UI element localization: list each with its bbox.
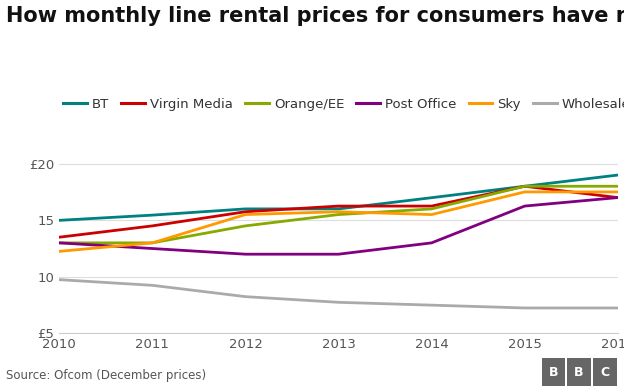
Text: How monthly line rental prices for consumers have risen: How monthly line rental prices for consu… — [6, 6, 624, 26]
Legend: BT, Virgin Media, Orange/EE, Post Office, Sky, Wholesale: BT, Virgin Media, Orange/EE, Post Office… — [63, 98, 624, 111]
Text: B: B — [548, 365, 558, 379]
Text: Source: Ofcom (December prices): Source: Ofcom (December prices) — [6, 369, 207, 382]
Text: B: B — [574, 365, 584, 379]
Text: C: C — [600, 365, 609, 379]
